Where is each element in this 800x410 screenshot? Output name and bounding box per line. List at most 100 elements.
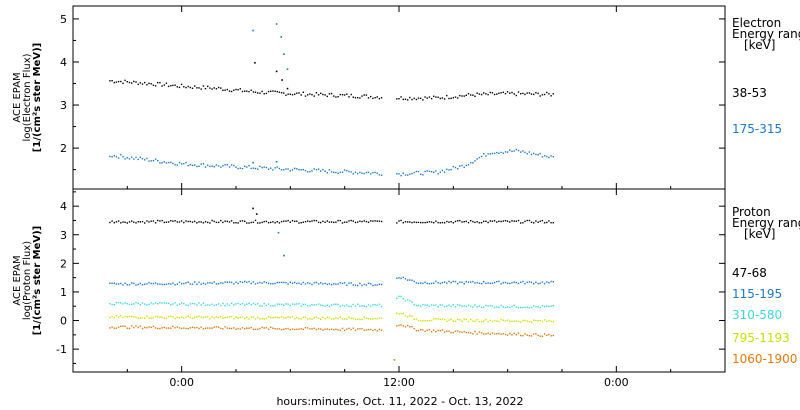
data-point [457,282,459,285]
data-point [146,220,148,222]
data-point [263,166,265,168]
data-point [128,303,131,306]
data-point [528,281,531,283]
data-point [254,328,257,330]
data-point [194,164,196,166]
data-point [176,304,178,306]
data-point [520,334,522,337]
data-point [183,327,185,329]
data-point [548,333,550,336]
data-point [254,318,257,320]
data-point [157,327,159,330]
data-point [511,305,513,308]
data-point [515,306,517,308]
data-point [230,281,233,284]
data-point [422,221,424,224]
data-point [224,220,226,222]
data-point [337,317,339,320]
data-point [207,304,209,306]
data-point [509,320,511,322]
data-point [398,98,400,100]
data-point [287,327,289,330]
data-point [428,305,431,307]
data-point [250,282,252,285]
data-point [454,220,457,223]
data-point [472,94,474,96]
data-point [211,282,213,284]
data-point [246,90,248,92]
data-point [526,306,528,308]
data-point [550,320,552,323]
data-point [122,325,124,327]
data-point [409,315,411,317]
data-point [443,318,446,321]
data-point [198,281,200,283]
data-point [157,219,159,222]
data-point [426,320,428,322]
data-point [133,316,135,318]
data-point [522,92,524,95]
data-point [437,96,439,98]
data-point [435,280,437,283]
data-point [513,281,515,283]
data-point [430,331,433,333]
data-point [250,304,252,306]
data-point [207,282,209,284]
data-point [424,304,426,306]
data-point [548,93,550,95]
data-point [148,303,150,306]
data-point [446,220,448,223]
data-point [165,317,168,319]
data-point [267,328,270,330]
data-point [470,220,472,222]
data-point [202,85,205,87]
data-point [524,220,526,223]
data-point [498,320,500,323]
data-point [131,156,133,158]
data-point [370,220,372,222]
data-point [376,304,378,306]
data-point [322,304,324,307]
data-point [131,82,133,84]
data-point [341,282,344,285]
data-point [150,317,152,319]
data-point [474,320,476,322]
data-point [198,221,200,223]
data-point [463,318,465,320]
data-point [167,85,170,88]
data-point [298,222,300,224]
data-point [446,330,448,332]
data-point [363,316,365,318]
data-point [450,168,452,171]
data-point [265,92,268,95]
data-point [224,326,226,328]
data-point [361,220,363,223]
data-point [478,222,481,224]
data-point [117,80,120,83]
data-point [439,330,441,332]
data-point [122,303,124,305]
data-point [159,316,161,318]
data-point [420,173,422,175]
data-point [489,282,491,285]
data-point [500,304,502,307]
data-point [361,327,363,330]
proton-series-115-195 [109,231,554,287]
data-point [467,304,470,306]
data-point [198,327,200,330]
data-point [483,333,485,335]
data-point [365,317,368,319]
data-point [446,168,448,171]
data-point [313,168,315,170]
data-point [496,320,498,322]
data-point [330,304,333,306]
data-point [200,326,202,328]
data-point [244,328,246,330]
data-point [502,91,504,93]
data-point [285,94,287,96]
data-point [380,174,383,176]
data-point [124,325,126,327]
data-point [520,281,522,283]
data-point [291,303,294,305]
data-point [230,302,233,304]
